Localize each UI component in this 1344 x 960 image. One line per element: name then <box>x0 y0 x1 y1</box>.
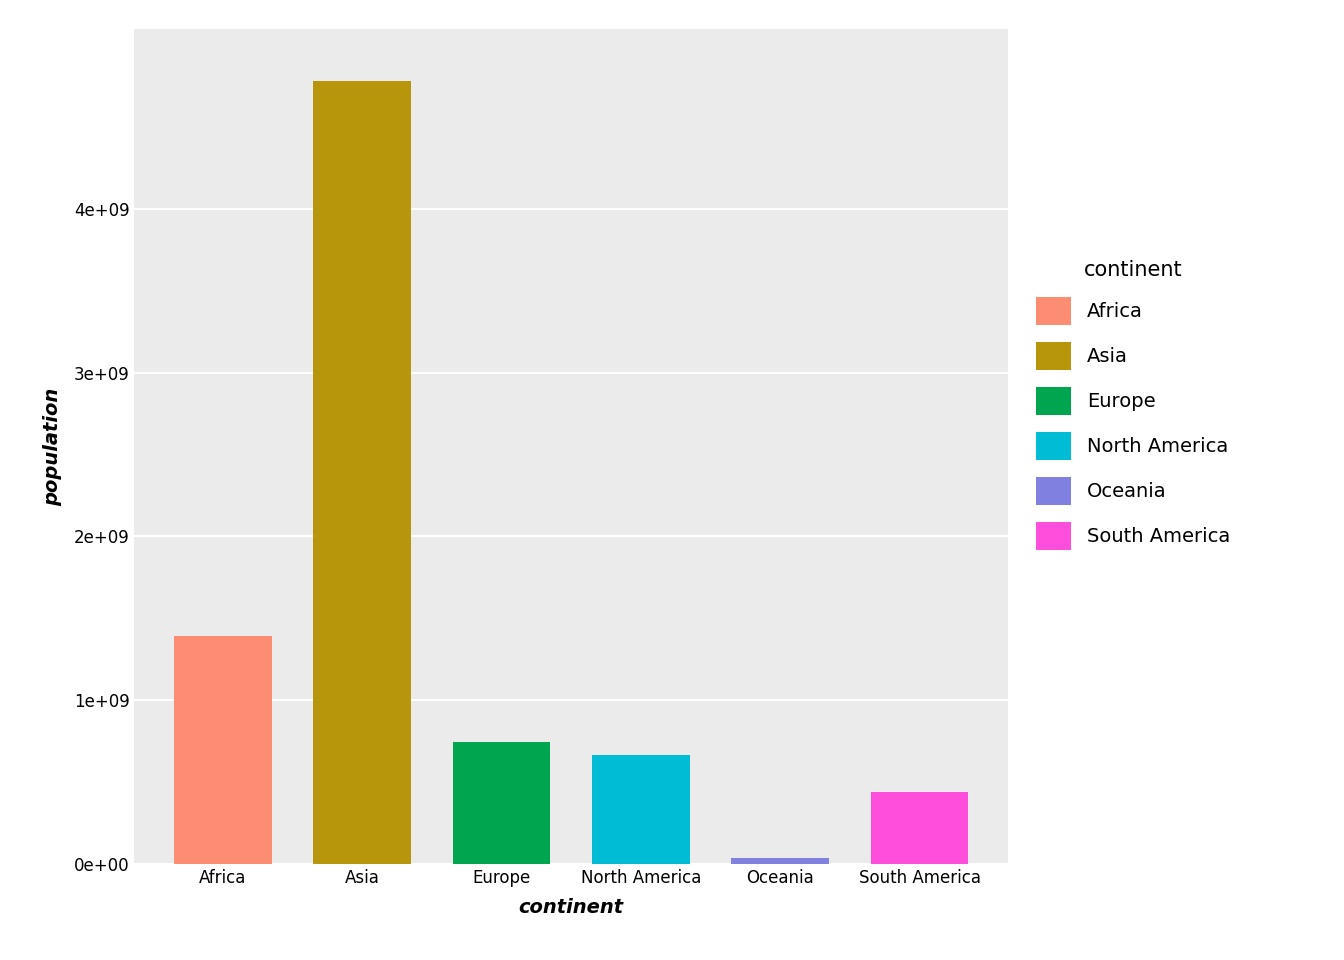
X-axis label: continent: continent <box>519 898 624 917</box>
Bar <box>871 792 968 864</box>
Bar <box>453 742 550 864</box>
Bar <box>731 858 829 864</box>
Bar <box>593 756 689 864</box>
Bar <box>313 82 411 864</box>
Y-axis label: population: population <box>43 387 63 506</box>
Bar <box>175 636 271 864</box>
Legend: Africa, Asia, Europe, North America, Oceania, South America: Africa, Asia, Europe, North America, Oce… <box>1027 250 1239 560</box>
